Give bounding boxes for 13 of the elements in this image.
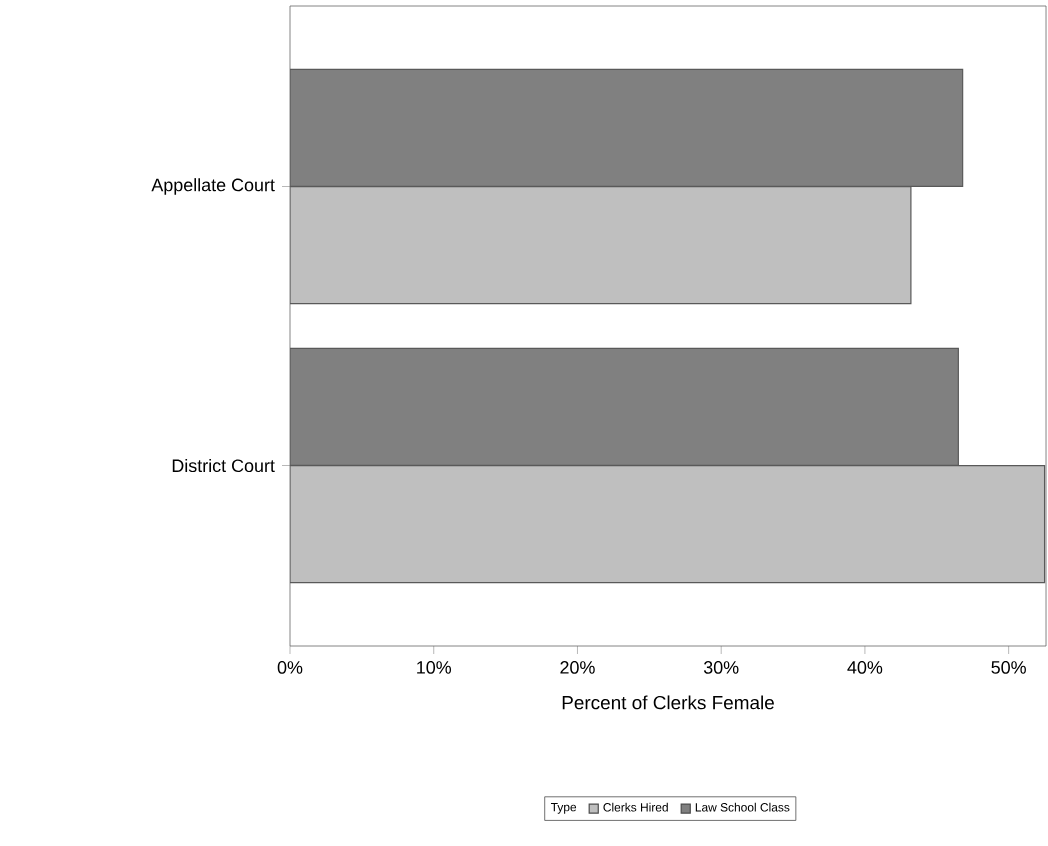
x-tick-label: 0% — [277, 661, 303, 674]
x-axis-title: Percent of Clerks Female — [562, 695, 774, 710]
x-tick-label: 20% — [560, 661, 595, 674]
bar — [290, 68, 964, 188]
x-tick-label: 40% — [847, 661, 883, 674]
bar — [290, 185, 912, 305]
x-tick-label: 50% — [991, 661, 1026, 674]
x-tick-label: 10% — [417, 661, 452, 674]
y-tick-label: District Court — [172, 458, 275, 473]
x-tick-label: 30% — [703, 661, 739, 674]
bar — [290, 464, 1046, 584]
bar — [290, 347, 959, 467]
y-tick-label: Appellate Court — [151, 178, 275, 195]
